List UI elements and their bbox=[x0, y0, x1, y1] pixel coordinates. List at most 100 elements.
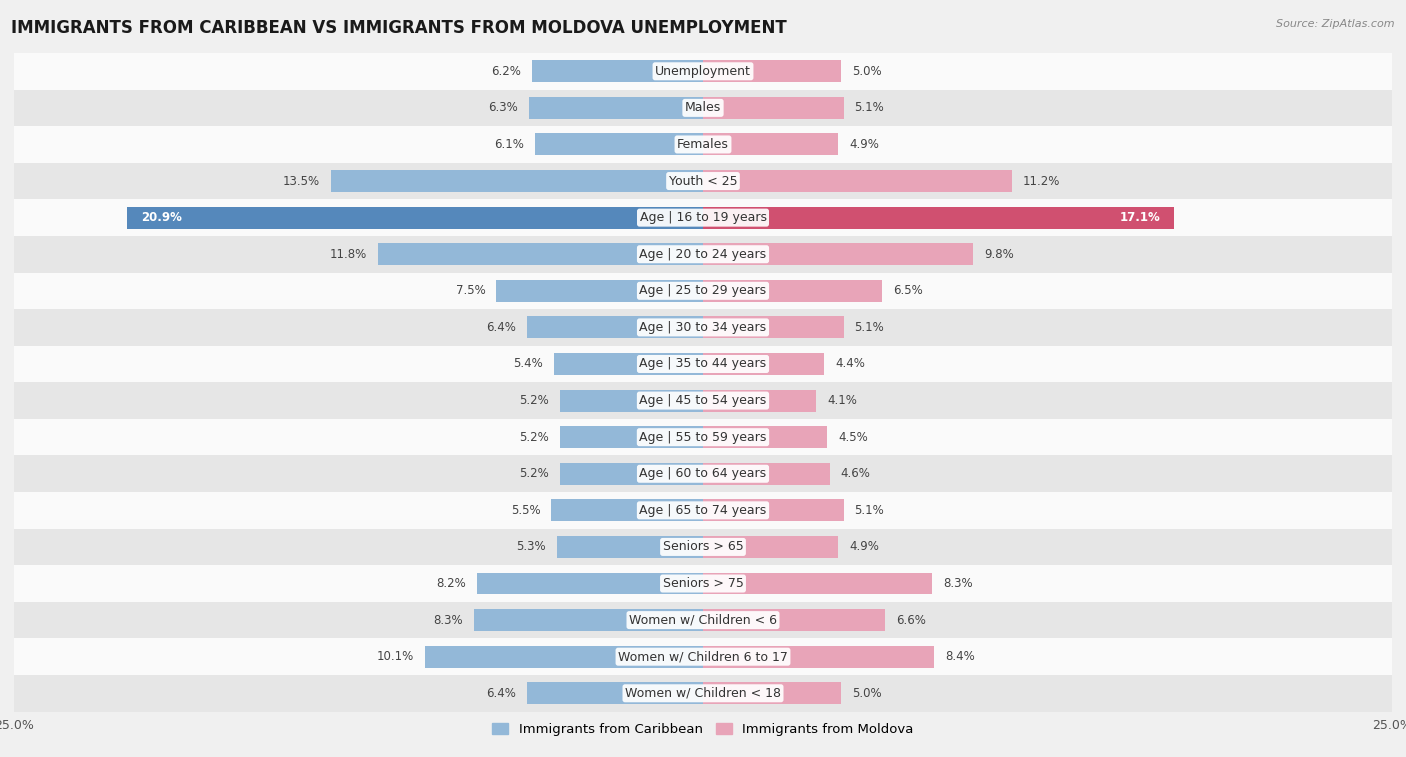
Text: 6.6%: 6.6% bbox=[896, 614, 925, 627]
Text: 10.1%: 10.1% bbox=[377, 650, 413, 663]
Text: Age | 35 to 44 years: Age | 35 to 44 years bbox=[640, 357, 766, 370]
Bar bbox=[560, 463, 703, 484]
Bar bbox=[425, 646, 703, 668]
Bar bbox=[496, 280, 703, 302]
Bar bbox=[703, 61, 841, 83]
Text: 5.2%: 5.2% bbox=[519, 467, 548, 480]
Text: 6.4%: 6.4% bbox=[485, 687, 516, 699]
Text: 8.3%: 8.3% bbox=[433, 614, 463, 627]
Text: 13.5%: 13.5% bbox=[283, 175, 321, 188]
Bar bbox=[703, 170, 1012, 192]
Bar bbox=[477, 572, 703, 594]
Bar bbox=[531, 61, 703, 83]
Text: Females: Females bbox=[678, 138, 728, 151]
Text: 4.9%: 4.9% bbox=[849, 540, 879, 553]
Bar bbox=[14, 236, 1392, 273]
Bar bbox=[14, 638, 1392, 675]
Text: 20.9%: 20.9% bbox=[141, 211, 181, 224]
Bar bbox=[703, 316, 844, 338]
Bar bbox=[703, 463, 830, 484]
Text: Women w/ Children < 18: Women w/ Children < 18 bbox=[626, 687, 780, 699]
Bar bbox=[551, 500, 703, 522]
Text: 5.3%: 5.3% bbox=[516, 540, 546, 553]
Bar bbox=[527, 682, 703, 704]
Bar bbox=[703, 207, 1174, 229]
Bar bbox=[14, 346, 1392, 382]
Text: 11.8%: 11.8% bbox=[329, 248, 367, 260]
Text: Youth < 25: Youth < 25 bbox=[669, 175, 737, 188]
Text: 6.5%: 6.5% bbox=[893, 285, 922, 298]
Text: Age | 60 to 64 years: Age | 60 to 64 years bbox=[640, 467, 766, 480]
Text: Age | 16 to 19 years: Age | 16 to 19 years bbox=[640, 211, 766, 224]
Bar bbox=[703, 536, 838, 558]
Bar bbox=[378, 243, 703, 265]
Text: 11.2%: 11.2% bbox=[1022, 175, 1060, 188]
Bar bbox=[703, 426, 827, 448]
Text: Seniors > 65: Seniors > 65 bbox=[662, 540, 744, 553]
Text: 8.2%: 8.2% bbox=[436, 577, 465, 590]
Text: 5.5%: 5.5% bbox=[510, 504, 540, 517]
Text: 5.4%: 5.4% bbox=[513, 357, 543, 370]
Bar bbox=[703, 133, 838, 155]
Text: 5.0%: 5.0% bbox=[852, 687, 882, 699]
Bar bbox=[703, 500, 844, 522]
Bar bbox=[14, 53, 1392, 89]
Legend: Immigrants from Caribbean, Immigrants from Moldova: Immigrants from Caribbean, Immigrants fr… bbox=[486, 717, 920, 741]
Bar bbox=[14, 528, 1392, 565]
Text: Age | 45 to 54 years: Age | 45 to 54 years bbox=[640, 394, 766, 407]
Text: 5.1%: 5.1% bbox=[855, 101, 884, 114]
Text: Age | 55 to 59 years: Age | 55 to 59 years bbox=[640, 431, 766, 444]
Text: 9.8%: 9.8% bbox=[984, 248, 1014, 260]
Text: 5.2%: 5.2% bbox=[519, 431, 548, 444]
Bar bbox=[703, 97, 844, 119]
Bar bbox=[14, 492, 1392, 528]
Bar bbox=[703, 682, 841, 704]
Bar bbox=[14, 382, 1392, 419]
Text: 5.1%: 5.1% bbox=[855, 504, 884, 517]
Bar bbox=[703, 243, 973, 265]
Text: Source: ZipAtlas.com: Source: ZipAtlas.com bbox=[1277, 19, 1395, 29]
Bar bbox=[560, 426, 703, 448]
Bar bbox=[703, 280, 882, 302]
Bar bbox=[14, 456, 1392, 492]
Bar bbox=[14, 309, 1392, 346]
Text: 6.3%: 6.3% bbox=[489, 101, 519, 114]
Bar bbox=[703, 572, 932, 594]
Bar bbox=[14, 199, 1392, 236]
Text: 4.6%: 4.6% bbox=[841, 467, 870, 480]
Text: Seniors > 75: Seniors > 75 bbox=[662, 577, 744, 590]
Text: 8.4%: 8.4% bbox=[945, 650, 976, 663]
Text: Age | 25 to 29 years: Age | 25 to 29 years bbox=[640, 285, 766, 298]
Bar bbox=[560, 390, 703, 412]
Bar bbox=[14, 675, 1392, 712]
Bar bbox=[554, 353, 703, 375]
Bar bbox=[14, 419, 1392, 456]
Text: 4.9%: 4.9% bbox=[849, 138, 879, 151]
Bar bbox=[330, 170, 703, 192]
Text: 5.0%: 5.0% bbox=[852, 65, 882, 78]
Bar bbox=[703, 390, 815, 412]
Text: IMMIGRANTS FROM CARIBBEAN VS IMMIGRANTS FROM MOLDOVA UNEMPLOYMENT: IMMIGRANTS FROM CARIBBEAN VS IMMIGRANTS … bbox=[11, 19, 787, 37]
Bar bbox=[14, 602, 1392, 638]
Text: 5.1%: 5.1% bbox=[855, 321, 884, 334]
Text: Unemployment: Unemployment bbox=[655, 65, 751, 78]
Bar bbox=[530, 97, 703, 119]
Bar bbox=[127, 207, 703, 229]
Text: Age | 30 to 34 years: Age | 30 to 34 years bbox=[640, 321, 766, 334]
Text: Women w/ Children < 6: Women w/ Children < 6 bbox=[628, 614, 778, 627]
Bar bbox=[534, 133, 703, 155]
Bar bbox=[703, 609, 884, 631]
Bar bbox=[474, 609, 703, 631]
Bar bbox=[14, 126, 1392, 163]
Bar bbox=[14, 273, 1392, 309]
Text: 6.2%: 6.2% bbox=[491, 65, 522, 78]
Bar bbox=[14, 163, 1392, 199]
Text: 8.3%: 8.3% bbox=[943, 577, 973, 590]
Bar bbox=[527, 316, 703, 338]
Text: Age | 65 to 74 years: Age | 65 to 74 years bbox=[640, 504, 766, 517]
Text: 17.1%: 17.1% bbox=[1119, 211, 1160, 224]
Text: 6.1%: 6.1% bbox=[494, 138, 524, 151]
Bar bbox=[14, 89, 1392, 126]
Text: Women w/ Children 6 to 17: Women w/ Children 6 to 17 bbox=[619, 650, 787, 663]
Text: Males: Males bbox=[685, 101, 721, 114]
